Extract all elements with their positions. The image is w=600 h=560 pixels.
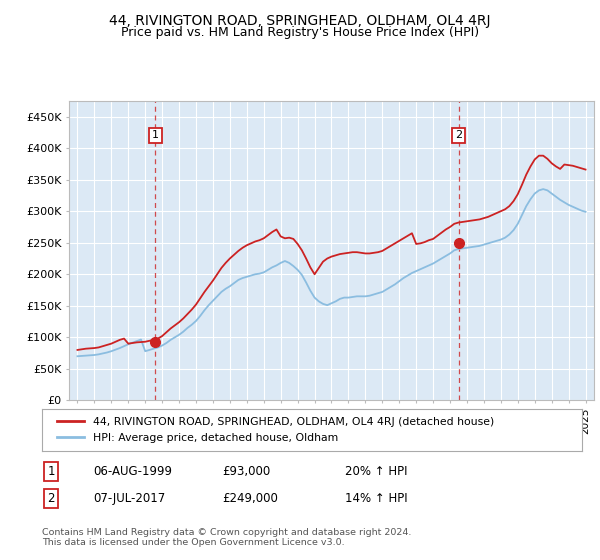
Text: 1: 1 bbox=[152, 130, 159, 141]
Text: 44, RIVINGTON ROAD, SPRINGHEAD, OLDHAM, OL4 4RJ: 44, RIVINGTON ROAD, SPRINGHEAD, OLDHAM, … bbox=[109, 14, 491, 28]
Text: 07-JUL-2017: 07-JUL-2017 bbox=[93, 492, 165, 505]
Legend: 44, RIVINGTON ROAD, SPRINGHEAD, OLDHAM, OL4 4RJ (detached house), HPI: Average p: 44, RIVINGTON ROAD, SPRINGHEAD, OLDHAM, … bbox=[53, 412, 499, 447]
Text: £93,000: £93,000 bbox=[222, 465, 270, 478]
Text: £249,000: £249,000 bbox=[222, 492, 278, 505]
Text: 20% ↑ HPI: 20% ↑ HPI bbox=[345, 465, 407, 478]
Text: Contains HM Land Registry data © Crown copyright and database right 2024.
This d: Contains HM Land Registry data © Crown c… bbox=[42, 528, 412, 547]
Text: 1: 1 bbox=[47, 465, 55, 478]
Text: 2: 2 bbox=[455, 130, 462, 141]
Text: 14% ↑ HPI: 14% ↑ HPI bbox=[345, 492, 407, 505]
Text: 2: 2 bbox=[47, 492, 55, 505]
Text: 06-AUG-1999: 06-AUG-1999 bbox=[93, 465, 172, 478]
Text: Price paid vs. HM Land Registry's House Price Index (HPI): Price paid vs. HM Land Registry's House … bbox=[121, 26, 479, 39]
